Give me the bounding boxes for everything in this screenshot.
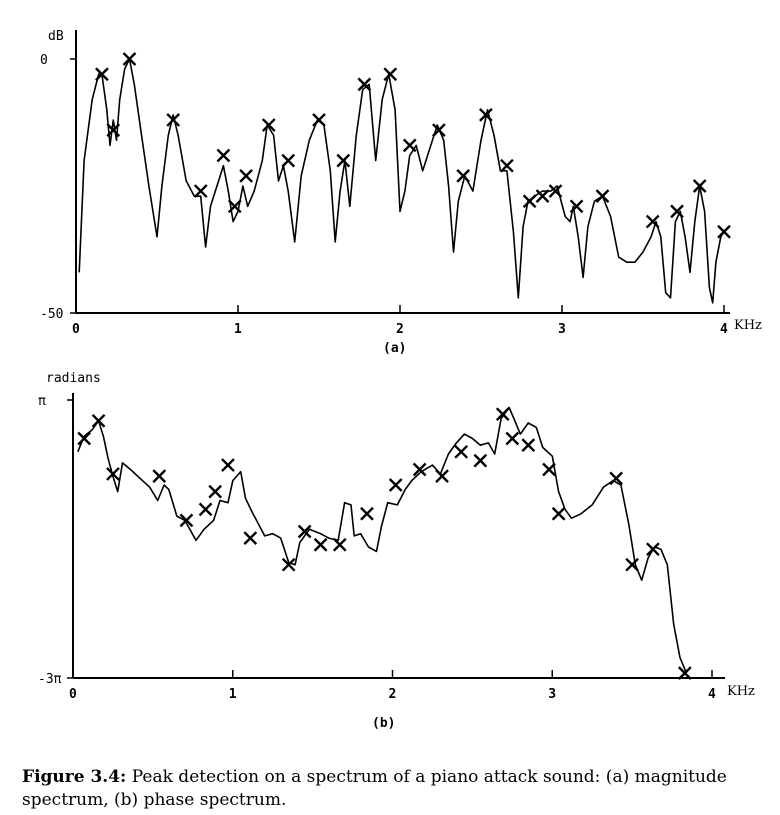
peak-marker <box>281 153 296 168</box>
peak-marker <box>522 194 537 209</box>
peak-marker <box>336 153 351 168</box>
peak-marker <box>432 123 446 137</box>
peak-marker <box>281 557 296 572</box>
peak-marker <box>412 462 427 477</box>
peak-marker <box>216 148 231 163</box>
peak-marker <box>717 224 731 239</box>
peak-marker <box>357 77 372 92</box>
peak-marker <box>609 471 623 486</box>
x-tick-label: 4 <box>708 687 716 702</box>
peak-marker <box>312 113 326 127</box>
peak-marker <box>473 453 488 468</box>
peak-marker <box>402 138 417 153</box>
x-tick-label: 3 <box>548 687 556 702</box>
peak-marker <box>91 413 106 428</box>
peak-marker <box>332 537 347 552</box>
peak-marker <box>505 431 520 446</box>
chart-b-ylabel: radians <box>46 371 101 386</box>
peak-marker <box>208 484 223 499</box>
y-tick-label: π <box>38 394 46 409</box>
peak-marker <box>313 537 328 552</box>
peak-marker <box>360 506 374 521</box>
chart-b-subtitle: (b) <box>372 716 395 731</box>
peak-marker <box>106 467 120 481</box>
y-tick-label: 0 <box>40 53 48 68</box>
peak-marker <box>551 506 566 521</box>
chart-a-peak-markers <box>95 52 731 239</box>
chart-b: radians π -3π 0 1 2 3 4 KHz (b) <box>38 371 755 731</box>
peak-marker <box>243 531 258 545</box>
peak-marker <box>500 158 514 173</box>
peak-marker <box>677 666 692 680</box>
peak-marker <box>435 469 449 483</box>
peak-marker <box>645 214 660 229</box>
x-tick-label: 0 <box>69 687 77 702</box>
peak-marker <box>193 184 208 198</box>
peak-marker <box>692 179 707 193</box>
peak-marker <box>261 118 276 132</box>
peak-marker <box>227 199 242 214</box>
x-tick-label: 1 <box>229 687 237 702</box>
figure-caption: Figure 3.4: Peak detection on a spectrum… <box>22 766 762 812</box>
caption-label: Figure 3.4: <box>22 767 127 787</box>
peak-marker <box>297 524 312 539</box>
peak-marker <box>535 189 550 204</box>
chart-b-xlabel: KHz <box>727 684 755 699</box>
chart-b-x-ticks: 0 1 2 3 4 <box>69 670 716 702</box>
y-tick-label: -3π <box>38 672 62 687</box>
caption-text: Peak detection on a spectrum of a piano … <box>22 767 727 810</box>
chart-a-xlabel: KHz <box>734 318 762 333</box>
peak-marker <box>106 123 121 137</box>
peak-marker <box>479 108 493 122</box>
peak-marker <box>646 542 660 557</box>
peak-marker <box>670 204 684 219</box>
peak-marker <box>95 67 109 82</box>
peak-marker <box>77 431 92 446</box>
chart-b-phase-curve <box>77 406 688 674</box>
x-tick-label: 4 <box>720 322 728 337</box>
chart-a-y-ticks: 0 -50 <box>40 53 76 322</box>
chart-a-magnitude-curve <box>78 58 725 304</box>
peak-marker <box>383 67 398 82</box>
chart-b-peak-markers <box>77 407 692 680</box>
peak-marker <box>625 557 639 572</box>
x-tick-label: 3 <box>558 322 566 337</box>
y-tick-label: -50 <box>40 307 63 322</box>
peak-marker <box>198 502 213 517</box>
peak-marker <box>542 462 556 477</box>
peak-marker <box>521 438 536 453</box>
peak-marker <box>495 407 510 422</box>
x-tick-label: 0 <box>72 322 80 337</box>
chart-a-ylabel: dB <box>48 29 64 44</box>
peak-marker <box>122 52 137 66</box>
peak-marker <box>456 168 471 183</box>
peak-marker <box>548 184 563 198</box>
figure-canvas: dB 0 -50 0 1 2 3 4 KHz (a) radians π -3π 0 1 2 3 4… <box>38 29 762 731</box>
peak-marker <box>569 199 584 214</box>
x-tick-label: 2 <box>389 687 397 702</box>
chart-a-x-ticks: 0 1 2 3 4 <box>72 305 728 337</box>
peak-marker <box>595 189 610 204</box>
peak-marker <box>221 458 235 472</box>
peak-marker <box>179 513 194 528</box>
x-tick-label: 2 <box>396 322 404 337</box>
peak-marker <box>239 168 253 183</box>
chart-b-y-ticks: π -3π <box>38 394 73 687</box>
peak-marker <box>388 478 403 492</box>
chart-a-subtitle: (a) <box>383 341 406 356</box>
peak-marker <box>454 444 469 459</box>
x-tick-label: 1 <box>234 322 242 337</box>
peak-marker <box>166 113 181 127</box>
chart-a: dB 0 -50 0 1 2 3 4 KHz (a) <box>40 29 762 356</box>
peak-marker <box>152 469 167 483</box>
